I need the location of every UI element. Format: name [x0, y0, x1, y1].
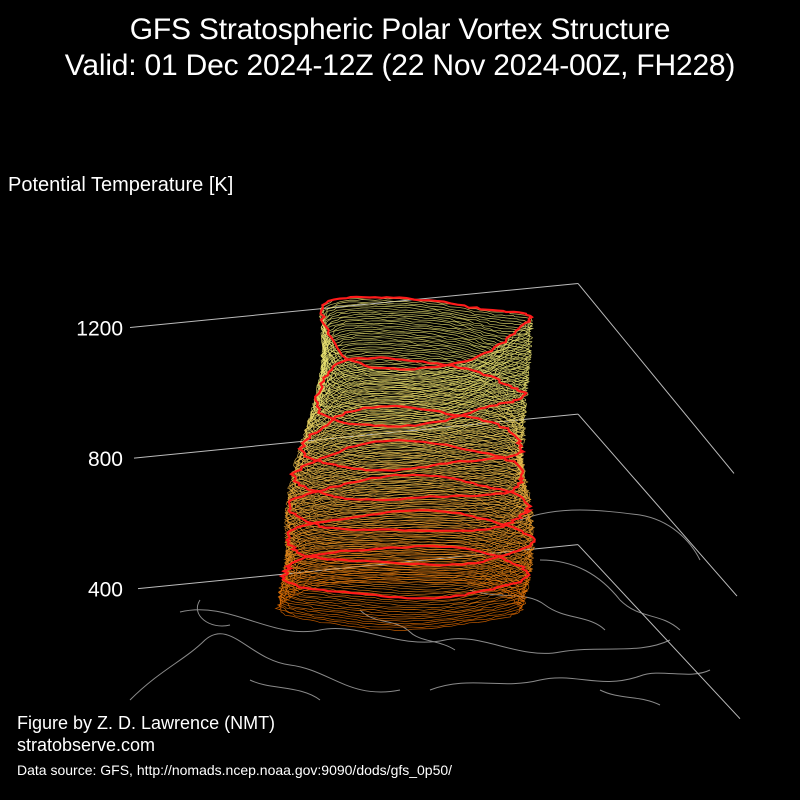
coastline-9 [599, 689, 661, 706]
gridline-depth-1200 [577, 283, 735, 474]
gridline-depth-400 [577, 544, 741, 720]
vortex-structure [274, 295, 536, 631]
contour-65 [294, 421, 524, 484]
contour-39 [284, 483, 534, 541]
contour-62 [295, 428, 524, 491]
coastline-0 [179, 609, 671, 654]
contour-26 [285, 516, 536, 572]
contour-24 [284, 521, 533, 577]
contour-46 [287, 466, 532, 524]
gridline-depth-800 [577, 413, 738, 597]
z-tick-label-1200: 1200 [76, 317, 123, 340]
contour-45 [287, 468, 532, 527]
data-source: Data source: GFS, http://nomads.ncep.noa… [17, 762, 453, 778]
contour-1 [278, 578, 525, 628]
contour-52 [289, 452, 528, 512]
coastline-7 [359, 609, 456, 651]
chart-title: GFS Stratospheric Polar Vortex Structure… [0, 12, 800, 84]
highlight-contour-550 [284, 509, 536, 567]
title-line-2: Valid: 01 Dec 2024-12Z (22 Nov 2024-00Z,… [64, 49, 736, 82]
z-tick-label-800: 800 [88, 448, 123, 471]
contour-23 [284, 523, 533, 579]
contour-42 [284, 476, 530, 534]
coastline-1 [129, 633, 401, 701]
figure-credit: Figure by Z. D. Lawrence (NMT) stratobse… [17, 712, 275, 756]
highlight-contour-450 [278, 544, 531, 600]
highlight-contour-650 [287, 473, 534, 533]
title-line-1: GFS Stratospheric Polar Vortex Structure [129, 13, 671, 46]
contour-21 [284, 528, 534, 584]
contour-116 [320, 307, 531, 381]
contour-110 [321, 320, 532, 393]
contour-102 [319, 337, 529, 409]
contour-107 [321, 326, 532, 399]
contour-50 [287, 456, 528, 516]
coastline-2 [429, 669, 711, 691]
highlight-contour-750 [288, 438, 525, 502]
credit-website: stratobserve.com [17, 735, 156, 755]
contour-115 [320, 309, 531, 383]
contour-98 [316, 346, 531, 417]
contour-8 [277, 561, 528, 614]
contour-18 [282, 536, 532, 591]
contour-4 [278, 571, 528, 622]
contour-99 [318, 343, 530, 415]
z-tick-label-400: 400 [88, 579, 123, 602]
contour-67 [296, 416, 524, 481]
credit-author: Figure by Z. D. Lawrence (NMT) [17, 713, 276, 733]
highlight-contour-850 [297, 404, 527, 472]
contour-54 [289, 446, 527, 508]
coastline-3 [519, 509, 701, 561]
contour-118 [321, 303, 533, 377]
gridline-1200 [129, 282, 579, 328]
z-axis-label: Potential Temperature [K] [8, 174, 234, 196]
contour-19 [283, 533, 534, 588]
coastline-6 [197, 599, 231, 627]
contour-41 [285, 478, 532, 537]
contour-113 [321, 313, 533, 388]
coastline-8 [249, 679, 321, 701]
coastline-4 [539, 559, 681, 631]
highlight-contour-1000 [314, 356, 528, 428]
z-axis-ticks: 400 800 1200 [76, 317, 123, 601]
highlight-contour-1200 [319, 295, 534, 371]
contour-7 [277, 563, 529, 616]
